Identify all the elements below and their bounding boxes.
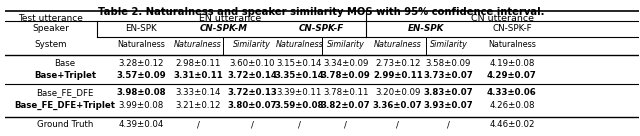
Text: 4.29±0.07: 4.29±0.07: [487, 72, 537, 81]
Text: 3.60±0.10: 3.60±0.10: [229, 59, 275, 68]
Text: Naturalness: Naturalness: [174, 40, 222, 49]
Text: 3.72±0.13: 3.72±0.13: [227, 88, 277, 97]
Text: Similarity: Similarity: [233, 40, 271, 49]
Text: Table 2. Naturalness and speaker similarity MOS with 95% confidence interval.: Table 2. Naturalness and speaker similar…: [99, 7, 545, 17]
Text: 3.20±0.09: 3.20±0.09: [375, 88, 420, 97]
Text: Base_FE_DFE+Triplet: Base_FE_DFE+Triplet: [15, 101, 115, 110]
Text: CN-SPK-M: CN-SPK-M: [200, 24, 248, 33]
Text: /: /: [196, 120, 200, 129]
Text: 3.93±0.07: 3.93±0.07: [424, 101, 474, 110]
Text: Base+Triplet: Base+Triplet: [34, 72, 96, 81]
Text: Base_FE_DFE: Base_FE_DFE: [36, 88, 93, 97]
Text: 3.31±0.11: 3.31±0.11: [173, 72, 223, 81]
Text: 4.46±0.02: 4.46±0.02: [489, 120, 534, 129]
Text: 4.33±0.06: 4.33±0.06: [487, 88, 537, 97]
Text: EN-SPK: EN-SPK: [125, 24, 157, 33]
Text: 4.19±0.08: 4.19±0.08: [489, 59, 534, 68]
Text: 3.28±0.12: 3.28±0.12: [118, 59, 164, 68]
Text: Naturalness: Naturalness: [488, 40, 536, 49]
Text: 3.59±0.08: 3.59±0.08: [275, 101, 324, 110]
Text: System: System: [34, 40, 67, 49]
Text: 3.83±0.07: 3.83±0.07: [424, 88, 474, 97]
Text: 3.78±0.09: 3.78±0.09: [321, 72, 371, 81]
Text: 2.98±0.11: 2.98±0.11: [175, 59, 221, 68]
Text: 2.99±0.11: 2.99±0.11: [373, 72, 422, 81]
Text: /: /: [344, 120, 348, 129]
Text: Test utterance: Test utterance: [18, 14, 83, 23]
Text: /: /: [298, 120, 301, 129]
Text: 3.99±0.08: 3.99±0.08: [118, 101, 164, 110]
Text: 3.34±0.09: 3.34±0.09: [323, 59, 369, 68]
Text: Speaker: Speaker: [32, 24, 69, 33]
Text: 3.35±0.14: 3.35±0.14: [275, 72, 324, 81]
Text: 4.26±0.08: 4.26±0.08: [489, 101, 534, 110]
Text: 3.80±0.07: 3.80±0.07: [227, 101, 276, 110]
Text: 3.78±0.11: 3.78±0.11: [323, 88, 369, 97]
Text: 3.82±0.07: 3.82±0.07: [321, 101, 371, 110]
Text: 2.73±0.12: 2.73±0.12: [375, 59, 420, 68]
Text: 3.58±0.09: 3.58±0.09: [426, 59, 471, 68]
Text: /: /: [447, 120, 450, 129]
Text: Naturalness: Naturalness: [117, 40, 165, 49]
Text: 3.36±0.07: 3.36±0.07: [373, 101, 422, 110]
Text: 3.57±0.09: 3.57±0.09: [116, 72, 166, 81]
Text: EN-SPK: EN-SPK: [408, 24, 444, 33]
Text: 3.72±0.14: 3.72±0.14: [227, 72, 277, 81]
Text: CN utterance: CN utterance: [471, 14, 534, 23]
Text: 3.39±0.11: 3.39±0.11: [277, 88, 322, 97]
Text: Naturalness: Naturalness: [276, 40, 323, 49]
Text: 3.21±0.12: 3.21±0.12: [175, 101, 221, 110]
Text: 3.15±0.14: 3.15±0.14: [276, 59, 323, 68]
Text: Similarity: Similarity: [429, 40, 467, 49]
Text: Similarity: Similarity: [327, 40, 365, 49]
Text: Ground Truth: Ground Truth: [36, 120, 93, 129]
Text: 3.73±0.07: 3.73±0.07: [424, 72, 474, 81]
Text: EN utterance: EN utterance: [198, 14, 261, 23]
Text: /: /: [396, 120, 399, 129]
Text: 3.98±0.08: 3.98±0.08: [116, 88, 166, 97]
Text: 3.33±0.14: 3.33±0.14: [175, 88, 221, 97]
Text: 4.39±0.04: 4.39±0.04: [118, 120, 164, 129]
Text: CN-SPK-F: CN-SPK-F: [492, 24, 532, 33]
Text: /: /: [250, 120, 253, 129]
Text: CN-SPK-F: CN-SPK-F: [299, 24, 344, 33]
Text: Base: Base: [54, 59, 76, 68]
Text: Naturalness: Naturalness: [374, 40, 422, 49]
